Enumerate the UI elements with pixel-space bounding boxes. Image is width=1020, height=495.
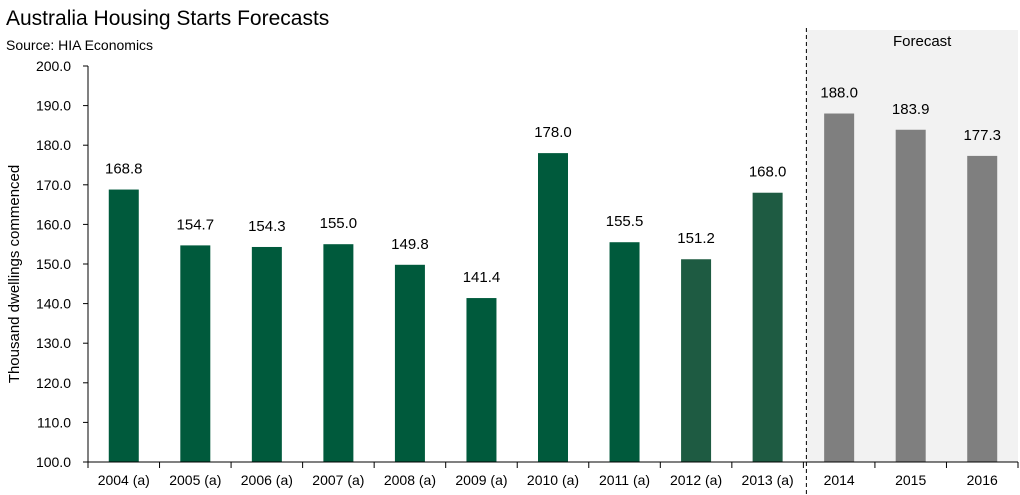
y-tick-label: 110.0 — [37, 414, 71, 430]
bar-2005-a — [180, 245, 211, 462]
y-tick-label: 100.0 — [36, 454, 71, 470]
bar-2010-a — [538, 153, 568, 462]
x-tick-label: 2010 (a) — [527, 472, 579, 488]
bar-2015 — [895, 129, 926, 463]
x-tick-label: 2008 (a) — [384, 472, 436, 488]
bar-2004-a — [108, 189, 139, 462]
y-tick-label: 120.0 — [36, 375, 71, 391]
x-tick-label: 2013 (a) — [742, 472, 794, 488]
bar-2012-a — [681, 259, 712, 462]
x-tick-label: 2011 (a) — [599, 472, 650, 488]
bar-2009-a — [466, 298, 497, 462]
bar-value-label: 154.3 — [248, 218, 286, 235]
bar-2008-a — [394, 264, 425, 462]
bar-value-label: 183.9 — [892, 101, 930, 118]
bar-2016 — [967, 155, 998, 462]
x-tick-label: 2004 (a) — [98, 472, 150, 488]
bar-value-label: 168.8 — [105, 161, 143, 178]
x-tick-label: 2015 — [895, 472, 926, 488]
forecast-label: Forecast — [893, 33, 952, 50]
bar-2006-a — [251, 246, 282, 462]
bar-value-label: 154.7 — [177, 216, 215, 233]
y-tick-label: 150.0 — [36, 256, 71, 272]
x-tick-label: 2007 (a) — [312, 472, 364, 488]
bar-value-label: 188.0 — [820, 85, 858, 102]
chart-title: Australia Housing Starts Forecasts — [6, 7, 330, 30]
bar-value-label: 177.3 — [963, 127, 1001, 144]
y-tick-label: 190.0 — [36, 98, 71, 114]
bar-value-label: 178.0 — [534, 124, 572, 141]
y-axis-title: Thousand dwellings commenced — [6, 165, 23, 383]
y-tick-label: 130.0 — [36, 335, 71, 351]
x-tick-label: 2006 (a) — [241, 472, 293, 488]
bar-2011-a — [609, 242, 640, 462]
x-tick-label: 2005 (a) — [169, 472, 221, 488]
x-tick-label: 2014 — [824, 472, 855, 488]
y-tick-label: 200.0 — [36, 58, 71, 74]
bar-value-label: 141.4 — [463, 269, 501, 286]
bar-2014 — [824, 113, 855, 463]
bar-value-label: 149.8 — [391, 236, 429, 253]
y-tick-label: 180.0 — [36, 137, 71, 153]
bar-2013-a — [752, 192, 783, 462]
bar-2007-a — [323, 244, 354, 462]
y-tick-label: 170.0 — [36, 177, 71, 193]
y-tick-label: 160.0 — [36, 216, 71, 232]
y-tick-label: 140.0 — [36, 296, 71, 312]
x-tick-label: 2009 (a) — [455, 472, 507, 488]
bar-value-label: 155.0 — [320, 215, 358, 232]
chart-subtitle: Source: HIA Economics — [6, 37, 154, 53]
bar-value-label: 155.5 — [606, 213, 644, 230]
x-tick-label: 2016 — [967, 472, 998, 488]
x-tick-label: 2012 (a) — [670, 472, 722, 488]
bar-value-label: 151.2 — [677, 230, 715, 247]
bar-value-label: 168.0 — [749, 164, 787, 181]
